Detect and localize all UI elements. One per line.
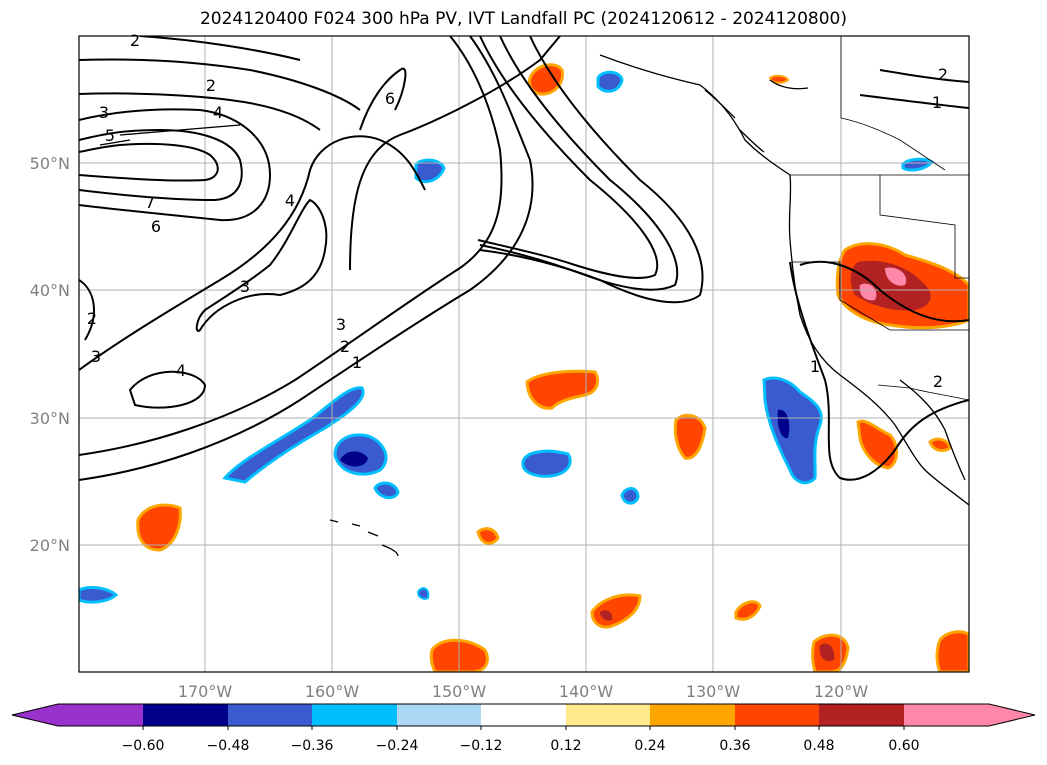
contour-label: 6	[385, 89, 395, 108]
map-title: 2024120400 F024 300 hPa PV, IVT Landfall…	[199, 9, 847, 29]
colorbar-segment	[481, 704, 566, 726]
contour-label: 7	[145, 193, 155, 212]
colorbar-tick-label: 0.12	[550, 738, 581, 754]
lon-label: 170°W	[178, 682, 233, 701]
colorbar-segment	[228, 704, 312, 726]
lat-label: 20°N	[30, 536, 70, 555]
contour-label: 3	[99, 103, 109, 122]
colorbar-tick-label: −0.60	[122, 738, 165, 754]
colorbar-segment	[904, 704, 989, 726]
colorbar-tick-label: −0.24	[376, 738, 419, 754]
colorbar-tick-label: 0.36	[719, 738, 750, 754]
lat-label: 50°N	[30, 154, 70, 173]
colorbar-segment	[735, 704, 819, 726]
colorbar-tick-label: 0.48	[803, 738, 834, 754]
coastlines	[99, 54, 969, 557]
colorbar-tick-label: 0.24	[634, 738, 665, 754]
colorbar-tick-label: −0.36	[291, 738, 334, 754]
colorbar-tick-label: −0.12	[460, 738, 503, 754]
lat-label: 30°N	[30, 409, 70, 428]
contour-label: 3	[336, 315, 346, 334]
colorbar-tick-label: 0.60	[888, 738, 919, 754]
pc-positive-regions	[136, 63, 969, 672]
contour-label: 5	[105, 126, 115, 145]
contour-label: 4	[176, 361, 186, 380]
colorbar-segment	[312, 704, 397, 726]
map-border	[78, 35, 970, 673]
colorbar-outline	[11, 703, 1036, 727]
contour-label: 3	[240, 277, 250, 296]
lon-label: 120°W	[814, 682, 869, 701]
contour-label: 1	[932, 93, 942, 112]
colorbar-segment	[397, 704, 481, 726]
colorbar-tick-label: −0.48	[207, 738, 250, 754]
contour-label: 2	[938, 65, 948, 84]
colorbar-extend-low	[12, 704, 58, 726]
pv-contours	[79, 36, 969, 481]
contour-label: 2	[340, 337, 350, 356]
colorbar-segment	[819, 704, 904, 726]
contour-label: 2	[933, 372, 943, 391]
contour-label: 6	[151, 217, 161, 236]
colorbar-segment	[566, 704, 650, 726]
lon-label: 150°W	[432, 682, 487, 701]
contour-label: 1	[810, 357, 820, 376]
lon-label: 130°W	[686, 682, 741, 701]
contour-label: 2	[130, 31, 140, 50]
longitude-labels: 170°W 160°W 150°W 140°W 130°W 120°W	[178, 682, 869, 701]
colorbar-extend-high	[989, 704, 1035, 726]
contour-label: 4	[213, 103, 223, 122]
colorbar-segment	[143, 704, 228, 726]
map-plot-area	[79, 36, 969, 672]
latitude-labels: 50°N 40°N 30°N 20°N	[30, 154, 70, 555]
lon-label: 140°W	[559, 682, 614, 701]
contour-label: 2	[87, 309, 97, 328]
colorbar-segment	[650, 704, 735, 726]
pc-negative-regions	[79, 70, 935, 604]
lat-label: 40°N	[30, 281, 70, 300]
lon-label: 160°W	[305, 682, 360, 701]
colorbar-segment	[58, 704, 143, 726]
contour-label: 2	[206, 76, 216, 95]
contour-label: 4	[285, 191, 295, 210]
colorbar: −0.60 −0.48 −0.36 −0.24 −0.12 0.12 0.24 …	[11, 703, 1036, 754]
contour-label: 3	[91, 347, 101, 366]
pv-contour-labels: 2 2 3 4 5 6 7 6 4 3 2 3 4 3 2 1 2 1 1 2	[87, 31, 948, 391]
contour-label: 1	[352, 353, 362, 372]
